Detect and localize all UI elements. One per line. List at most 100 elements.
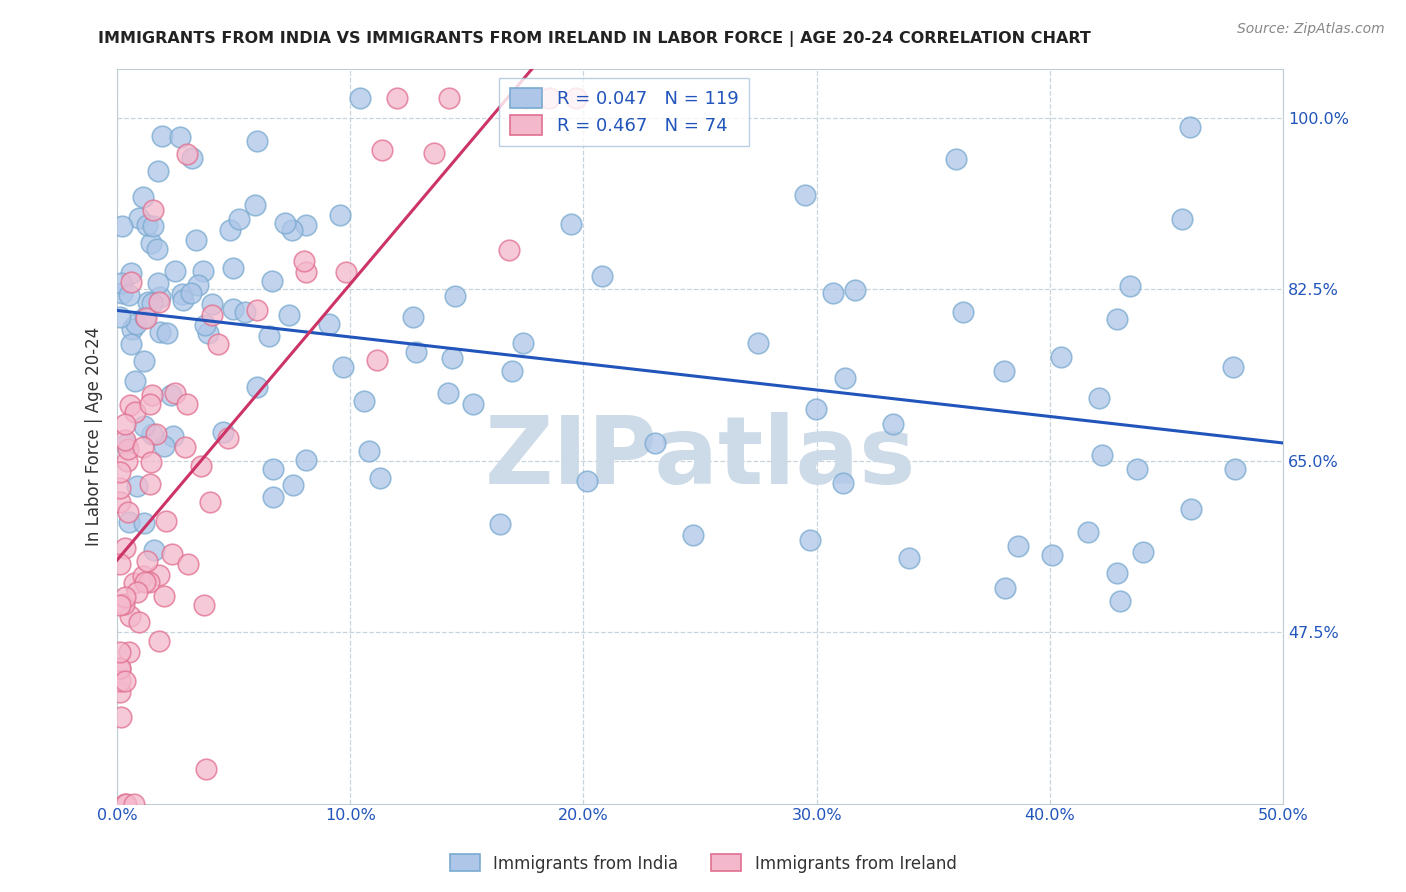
Point [994,581,1017,595]
Point [120,275,142,289]
Point [281,223,304,237]
Point [131,189,153,203]
Point [952,305,974,319]
Point [120,609,142,624]
Point [114,541,136,555]
Point [405,345,427,359]
Point [114,417,136,432]
Point [357,444,380,458]
Point [146,276,169,290]
Point [295,453,318,467]
Point [145,242,167,256]
Point [794,188,817,202]
Point [295,265,318,279]
Point [882,417,904,431]
Point [110,710,132,724]
Point [114,590,136,604]
Point [181,151,204,165]
Point [844,283,866,297]
Point [501,364,523,378]
Point [152,439,174,453]
Point [135,218,157,232]
Point [1225,462,1247,476]
Point [804,402,827,417]
Point [177,557,200,571]
Point [565,91,588,105]
Point [437,91,460,105]
Point [1119,279,1142,293]
Point [108,557,131,571]
Point [117,442,139,456]
Point [108,673,131,688]
Point [444,289,467,303]
Point [117,505,139,519]
Point [118,398,141,412]
Point [1126,462,1149,476]
Point [245,197,267,211]
Point [190,459,212,474]
Point [111,286,134,301]
Point [134,310,156,324]
Point [156,326,179,340]
Point [366,353,388,368]
Point [114,797,136,811]
Text: ZIPatlas: ZIPatlas [485,412,915,504]
Point [153,589,176,603]
Point [349,91,371,105]
Point [1050,351,1073,365]
Point [682,527,704,541]
Point [1040,548,1063,562]
Point [155,514,177,528]
Point [169,130,191,145]
Point [260,274,283,288]
Point [145,426,167,441]
Y-axis label: In Labor Force | Age 20-24: In Labor Force | Age 20-24 [86,326,103,546]
Point [165,385,187,400]
Point [172,293,194,307]
Point [132,354,155,368]
Point [122,575,145,590]
Point [194,318,217,332]
Point [108,310,131,325]
Point [132,440,155,454]
Point [108,495,131,509]
Point [114,436,136,450]
Point [329,208,352,222]
Point [141,387,163,401]
Point [125,478,148,492]
Point [274,216,297,230]
Point [222,302,245,317]
Point [120,336,142,351]
Point [368,471,391,485]
Point [118,515,141,529]
Point [747,336,769,351]
Point [437,385,460,400]
Point [146,163,169,178]
Point [139,236,162,251]
Point [148,295,170,310]
Text: IMMIGRANTS FROM INDIA VS IMMIGRANTS FROM IRELAND IN LABOR FORCE | AGE 20-24 CORR: IMMIGRANTS FROM INDIA VS IMMIGRANTS FROM… [98,31,1091,47]
Point [353,393,375,408]
Point [142,219,165,234]
Point [993,364,1015,378]
Point [575,474,598,488]
Legend: Immigrants from India, Immigrants from Ireland: Immigrants from India, Immigrants from I… [443,847,963,880]
Point [108,466,131,480]
Point [1105,566,1128,580]
Point [945,152,967,166]
Point [134,418,156,433]
Point [332,359,354,374]
Point [1107,312,1129,326]
Point [1091,448,1114,462]
Point [114,673,136,688]
Point [118,645,141,659]
Point [262,490,284,504]
Point [176,146,198,161]
Point [170,287,193,301]
Point [219,222,242,236]
Point [292,254,315,268]
Point [201,297,224,311]
Point [191,264,214,278]
Point [138,575,160,590]
Point [184,234,207,248]
